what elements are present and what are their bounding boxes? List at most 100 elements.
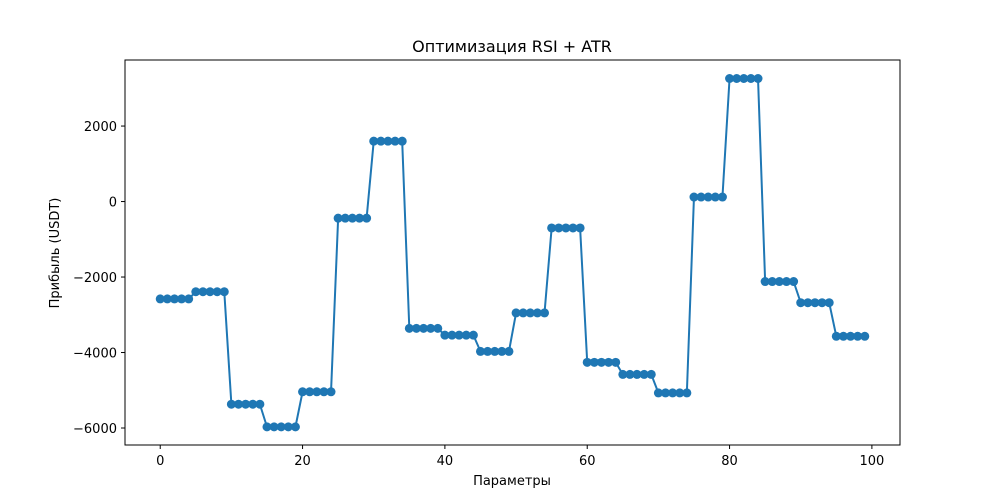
data-point [241, 399, 251, 409]
data-point [518, 308, 528, 318]
data-point [774, 277, 784, 287]
data-point [276, 422, 286, 432]
data-point [632, 369, 642, 379]
data-point [454, 330, 464, 340]
data-point [461, 330, 471, 340]
y-tick-label: −6000 [73, 422, 117, 437]
data-point [767, 277, 777, 287]
data-point [419, 323, 429, 333]
data-point [177, 294, 187, 304]
data-point [604, 357, 614, 367]
data-point [739, 74, 749, 83]
data-point [226, 399, 236, 409]
data-point [596, 357, 606, 367]
data-point [803, 298, 813, 308]
x-tick-label: 80 [721, 454, 738, 469]
data-point [319, 387, 329, 397]
data-point [433, 323, 443, 333]
data-point [490, 346, 500, 356]
data-point [568, 223, 578, 233]
data-point [554, 223, 564, 233]
data-point [255, 399, 265, 409]
x-axis-label: Параметры [473, 474, 551, 489]
data-point [312, 387, 322, 397]
data-point [298, 387, 308, 397]
data-point [269, 422, 279, 432]
data-point [497, 346, 507, 356]
y-tick-label: 0 [109, 196, 117, 211]
data-point [397, 136, 407, 146]
data-point [853, 331, 863, 341]
data-point [411, 323, 421, 333]
data-point [340, 213, 350, 223]
data-point [810, 298, 820, 308]
data-point [639, 369, 649, 379]
y-tick-label: −2000 [73, 271, 117, 286]
data-point [234, 399, 244, 409]
data-point [504, 346, 514, 356]
data-point [781, 277, 791, 287]
data-point [290, 422, 300, 432]
x-tick-label: 40 [437, 454, 454, 469]
data-point [184, 294, 194, 304]
y-axis-label: Прибыль (USDT) [48, 198, 63, 309]
data-point [661, 388, 671, 398]
data-point [262, 422, 272, 432]
data-point [732, 74, 742, 83]
x-axis-ticks: 0 20 40 60 80 100 [156, 445, 884, 469]
data-point [838, 331, 848, 341]
data-point [561, 223, 571, 233]
y-axis-ticks: −6000 −4000 −2000 0 2000 [73, 120, 125, 437]
data-point [162, 294, 172, 304]
data-point [283, 422, 293, 432]
data-point [447, 330, 457, 340]
data-point [390, 136, 400, 146]
x-tick-label: 0 [156, 454, 164, 469]
data-point [646, 369, 656, 379]
data-point [362, 213, 372, 223]
data-point [376, 136, 386, 146]
data-point [575, 223, 585, 233]
data-point [383, 136, 393, 146]
x-tick-label: 100 [859, 454, 884, 469]
data-point [710, 192, 720, 202]
data-point [404, 323, 414, 333]
y-tick-label: 2000 [84, 120, 117, 135]
data-point [155, 294, 165, 304]
data-point [846, 331, 856, 341]
data-point [540, 308, 550, 318]
data-point [219, 287, 229, 297]
data-point [582, 357, 592, 367]
y-tick-label: −4000 [73, 347, 117, 362]
data-point [668, 388, 678, 398]
data-point [468, 330, 478, 340]
data-point [625, 369, 635, 379]
chart-title: Оптимизация RSI + ATR [412, 37, 612, 56]
data-point [753, 74, 763, 83]
data-point [860, 331, 870, 341]
x-tick-label: 60 [579, 454, 596, 469]
data-point [725, 74, 735, 83]
data-point [483, 346, 493, 356]
data-point [169, 294, 179, 304]
data-point [703, 192, 713, 202]
data-point [347, 213, 357, 223]
plot-area [155, 74, 870, 432]
data-point [682, 388, 692, 398]
data-point [717, 192, 727, 202]
data-point [333, 213, 343, 223]
data-point [689, 192, 699, 202]
data-point [198, 287, 208, 297]
x-tick-label: 20 [294, 454, 311, 469]
data-point [191, 287, 201, 297]
data-point [212, 287, 222, 297]
data-point [675, 388, 685, 398]
data-point [354, 213, 364, 223]
data-point [746, 74, 756, 83]
data-point [369, 136, 379, 146]
data-point [824, 298, 834, 308]
data-point [511, 308, 521, 318]
